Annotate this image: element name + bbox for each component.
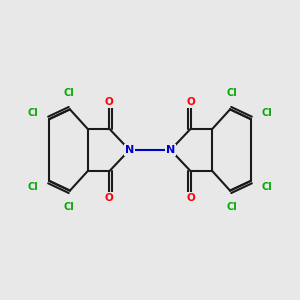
Text: O: O <box>105 97 114 107</box>
Text: Cl: Cl <box>262 182 272 192</box>
Text: Cl: Cl <box>28 108 38 118</box>
Text: Cl: Cl <box>226 202 237 212</box>
Text: Cl: Cl <box>262 108 272 118</box>
Text: Cl: Cl <box>226 88 237 98</box>
Text: O: O <box>186 193 195 203</box>
Text: Cl: Cl <box>63 202 74 212</box>
Text: N: N <box>125 145 134 155</box>
Text: Cl: Cl <box>63 88 74 98</box>
Text: N: N <box>166 145 175 155</box>
Text: O: O <box>186 97 195 107</box>
Text: O: O <box>105 193 114 203</box>
Text: Cl: Cl <box>28 182 38 192</box>
